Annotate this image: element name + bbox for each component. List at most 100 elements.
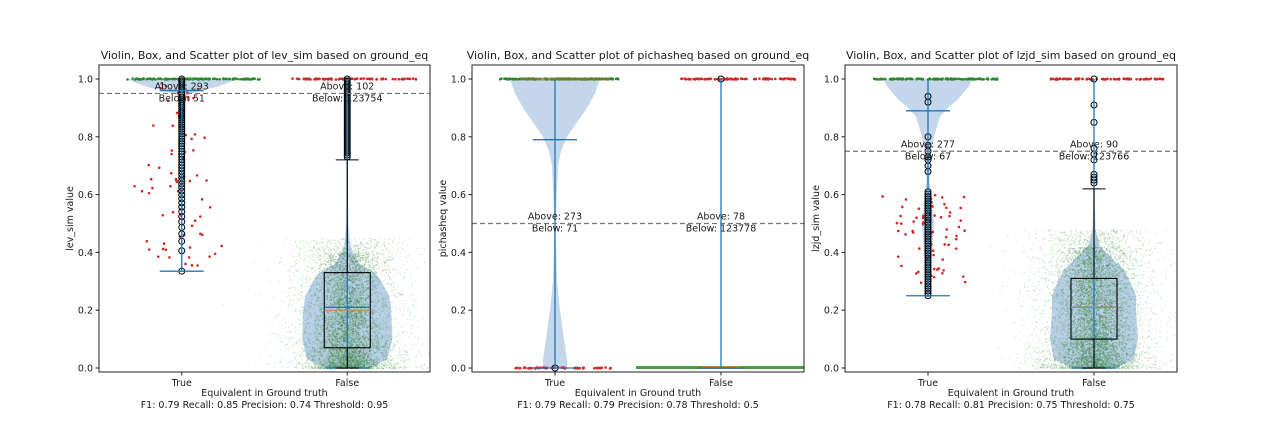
scatter-point	[793, 78, 796, 81]
scatter-point	[743, 78, 746, 81]
x-tick-label: True	[917, 378, 938, 389]
scatter-point	[617, 78, 620, 81]
scatter-point	[133, 185, 136, 188]
scatter-point	[900, 265, 903, 268]
scatter-point	[950, 78, 953, 81]
scatter-point	[963, 229, 966, 232]
annotation-above: Above: 277	[901, 139, 955, 150]
y-tick-label: 0.4	[78, 248, 93, 259]
scatter-point	[163, 242, 166, 245]
scatter-point	[1059, 78, 1062, 81]
scatter-point	[309, 78, 312, 81]
scatter-point	[961, 78, 964, 81]
x-tick-label: True	[544, 378, 565, 389]
annotation-above: Above: 90	[1070, 139, 1118, 150]
y-tick-label: 0.2	[78, 306, 93, 317]
scatter-point	[189, 246, 192, 249]
scatter-point	[708, 78, 711, 81]
scatter-point	[327, 78, 330, 81]
scatter-point	[945, 228, 948, 231]
scatter-point	[901, 78, 904, 81]
scatter-point	[150, 178, 153, 181]
scatter-point	[500, 77, 503, 80]
x-axis-label: Equivalent in Ground truth	[948, 388, 1074, 399]
scatter-point	[1156, 78, 1159, 81]
annotation-above: Above: 293	[155, 81, 209, 92]
scatter-point	[1114, 78, 1117, 81]
y-tick-label: 0.6	[824, 190, 839, 201]
y-axis-label: pichasheq value	[438, 180, 449, 258]
scatter-point	[158, 166, 161, 169]
scatter-point	[149, 78, 152, 81]
scatter-point	[236, 78, 239, 81]
scatter-point	[296, 78, 299, 81]
scatter-point	[936, 268, 939, 271]
scatter-point	[218, 78, 221, 81]
scatter-point	[741, 78, 744, 81]
scatter-point	[169, 185, 172, 188]
annotation-above: Above: 78	[697, 212, 745, 223]
scatter-point	[224, 77, 227, 80]
scatter-point	[314, 77, 317, 80]
scatter-point	[354, 78, 357, 81]
scatter-point	[189, 180, 192, 183]
scatter-point	[514, 78, 517, 81]
scatter-point	[908, 77, 911, 80]
scatter-point	[208, 77, 211, 80]
scatter-point	[1159, 77, 1162, 80]
scatter-point	[928, 77, 931, 80]
scatter-point	[604, 366, 607, 369]
scatter-point	[291, 77, 294, 80]
scatter-point	[1118, 77, 1121, 80]
y-tick-label: 1.0	[78, 75, 93, 86]
scatter-point	[1130, 78, 1133, 81]
scatter-point	[141, 190, 144, 193]
scatter-point	[912, 220, 915, 223]
scatter-point	[228, 78, 231, 81]
scatter-point	[897, 255, 900, 258]
scatter-point	[955, 235, 958, 238]
annotation-above: Above: 102	[320, 81, 374, 92]
scatter-point	[955, 247, 958, 250]
scatter-point	[191, 264, 194, 267]
scatter-point	[161, 214, 164, 217]
scatter-point	[767, 78, 770, 81]
scatter-point	[519, 367, 522, 370]
scatter-point	[214, 253, 217, 256]
scatter-point	[900, 222, 903, 225]
scatter-point	[176, 181, 179, 184]
plot-title: Violin, Box, and Scatter plot of lev_sim…	[101, 49, 429, 62]
scatter-point	[911, 230, 914, 233]
scatter-point	[203, 136, 206, 139]
scatter-point	[322, 78, 325, 81]
x-axis-label: Equivalent in Ground truth	[575, 388, 701, 399]
scatter-point	[163, 78, 166, 81]
scatter-point	[171, 78, 174, 81]
plot-title: Violin, Box, and Scatter plot of pichash…	[467, 49, 809, 62]
scatter-point	[941, 78, 944, 81]
scatter-point	[943, 203, 946, 206]
annotation-below: Below: 123754	[312, 93, 383, 104]
scatter-point	[415, 78, 418, 81]
scatter-point	[1123, 77, 1126, 80]
scatter-point	[734, 78, 737, 81]
annotation-below: Below: 51	[159, 93, 205, 104]
scatter-point	[1106, 77, 1109, 80]
scatter-point	[205, 179, 208, 182]
scatter-point	[511, 78, 514, 81]
scatter-point	[200, 77, 203, 80]
scatter-point	[943, 243, 946, 246]
scatter-point	[376, 78, 379, 81]
scatter-point	[681, 77, 684, 80]
scatter-point	[979, 78, 982, 81]
scatter-point	[932, 254, 935, 257]
scatter-point	[973, 78, 976, 81]
scatter-point	[148, 192, 151, 195]
scatter-point	[963, 196, 966, 199]
scatter-point	[715, 78, 718, 81]
y-tick-label: 0.0	[824, 364, 839, 375]
scatter-point	[684, 78, 687, 81]
scatter-point	[933, 268, 936, 271]
scatter-point	[1145, 78, 1148, 81]
scatter-point	[1135, 78, 1138, 81]
